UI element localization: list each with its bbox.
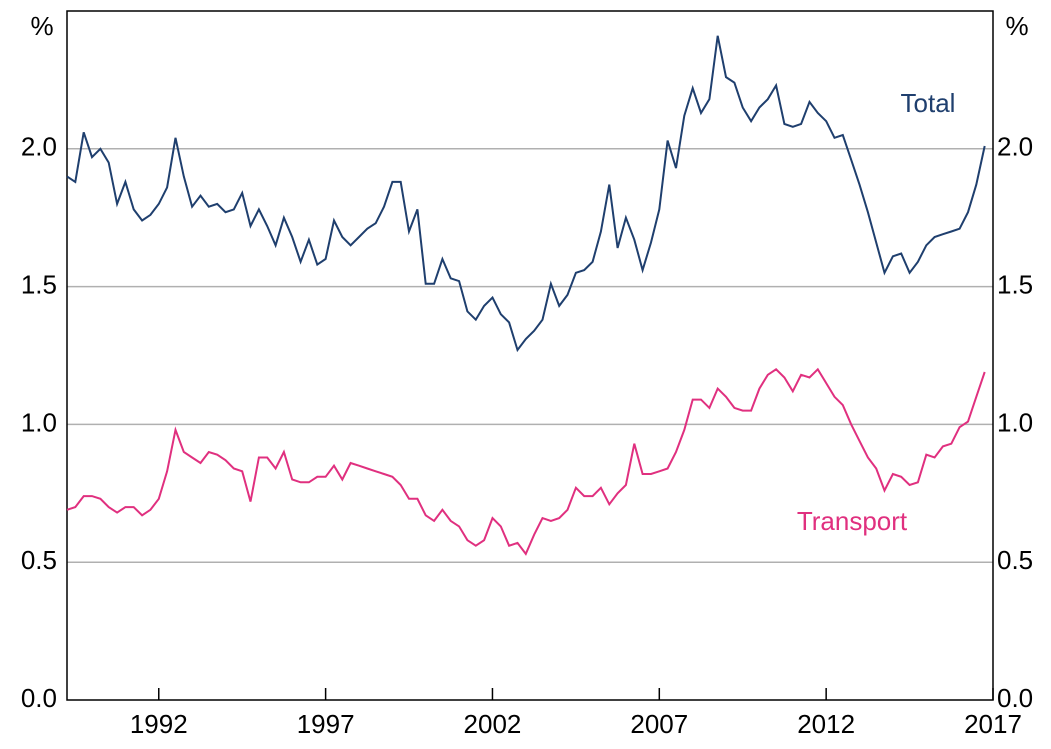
y2-tick-label: 0.5	[997, 545, 1033, 575]
y2-tick-label: 1.5	[997, 269, 1033, 299]
y-tick-label: 0.0	[21, 683, 57, 713]
x-tick-label: 2007	[630, 709, 688, 739]
series-label: Total	[901, 88, 956, 118]
x-tick-label: 2017	[964, 709, 1022, 739]
y2-tick-label: 0.0	[997, 683, 1033, 713]
y-tick-label: 1.5	[21, 269, 57, 299]
x-tick-label: 1997	[297, 709, 355, 739]
series-label: Transport	[797, 506, 908, 536]
y2-tick-label: 1.0	[997, 407, 1033, 437]
plot-frame	[66, 10, 994, 701]
y2-axis-label: %	[1005, 11, 1028, 41]
y-tick-label: 0.5	[21, 545, 57, 575]
x-tick-label: 1992	[130, 709, 188, 739]
y-tick-label: 2.0	[21, 132, 57, 162]
y2-tick-label: 2.0	[997, 132, 1033, 162]
line-series	[66, 35, 986, 353]
y-tick-label: 1.0	[21, 407, 57, 437]
x-tick-label: 2002	[464, 709, 522, 739]
x-tick-label: 2012	[797, 709, 855, 739]
line-series	[66, 367, 986, 556]
y-axis-label: %	[30, 11, 53, 41]
